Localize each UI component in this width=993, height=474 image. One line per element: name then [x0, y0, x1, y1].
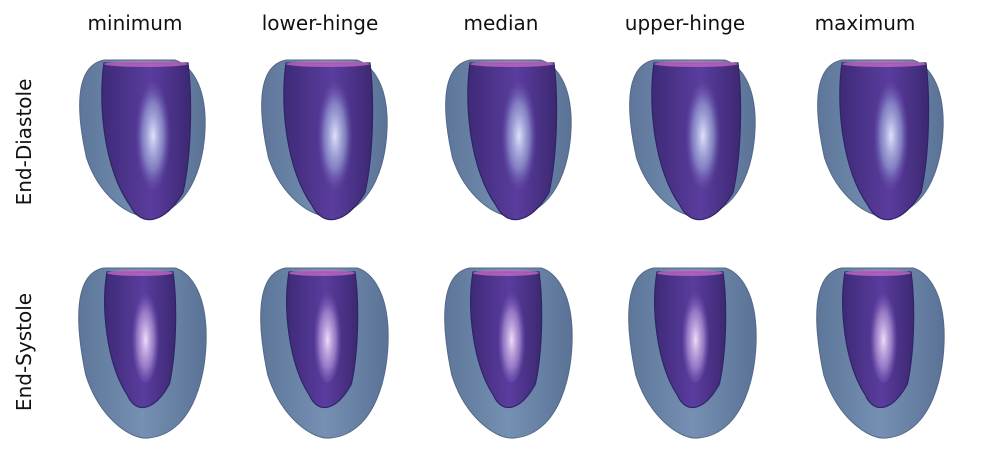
heart-end-diastole-lower-hinge: [261, 59, 388, 221]
heart-end-systole-maximum: [816, 267, 945, 439]
heart-end-systole-lower-hinge: [260, 267, 389, 439]
specular-highlight: [135, 80, 171, 191]
specular-highlight: [681, 287, 710, 383]
specular-highlight: [317, 80, 353, 191]
heart-end-diastole-maximum: [817, 59, 944, 221]
valve-plane-rim: [473, 270, 539, 276]
valve-plane-rim: [289, 270, 355, 276]
col-label-median: median: [463, 11, 539, 35]
heart-end-diastole-median: [445, 59, 572, 221]
heart-end-systole-median: [444, 267, 573, 439]
specular-highlight: [685, 80, 721, 191]
valve-plane-rim: [657, 270, 723, 276]
heart-end-systole-upper-hinge: [628, 267, 757, 439]
col-label-minimum: minimum: [87, 11, 183, 35]
col-label-lower-hinge: lower-hinge: [261, 11, 379, 35]
specular-highlight: [869, 287, 898, 383]
col-label-maximum: maximum: [814, 11, 916, 35]
valve-plane-rim: [107, 270, 173, 276]
heart-end-systole-minimum: [78, 267, 207, 439]
heart-end-diastole-minimum: [79, 59, 206, 221]
specular-highlight: [497, 287, 526, 383]
valve-plane-rim: [286, 61, 370, 67]
specular-highlight: [313, 287, 342, 383]
col-label-upper-hinge: upper-hinge: [624, 11, 746, 35]
valve-plane-rim: [104, 61, 188, 67]
valve-plane-rim: [470, 61, 554, 67]
heart-end-diastole-upper-hinge: [629, 59, 756, 221]
specular-highlight: [131, 287, 160, 383]
valve-plane-rim: [845, 270, 911, 276]
specular-highlight: [501, 80, 537, 191]
valve-plane-rim: [654, 61, 738, 67]
specular-highlight: [873, 80, 909, 191]
valve-plane-rim: [842, 61, 926, 67]
